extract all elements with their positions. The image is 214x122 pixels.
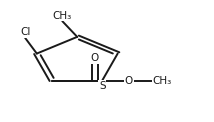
Text: CH₃: CH₃ xyxy=(53,11,72,21)
Text: O: O xyxy=(91,53,99,63)
Text: S: S xyxy=(99,81,106,91)
Text: Cl: Cl xyxy=(20,27,30,37)
Text: O: O xyxy=(125,76,133,86)
Text: CH₃: CH₃ xyxy=(152,76,171,86)
